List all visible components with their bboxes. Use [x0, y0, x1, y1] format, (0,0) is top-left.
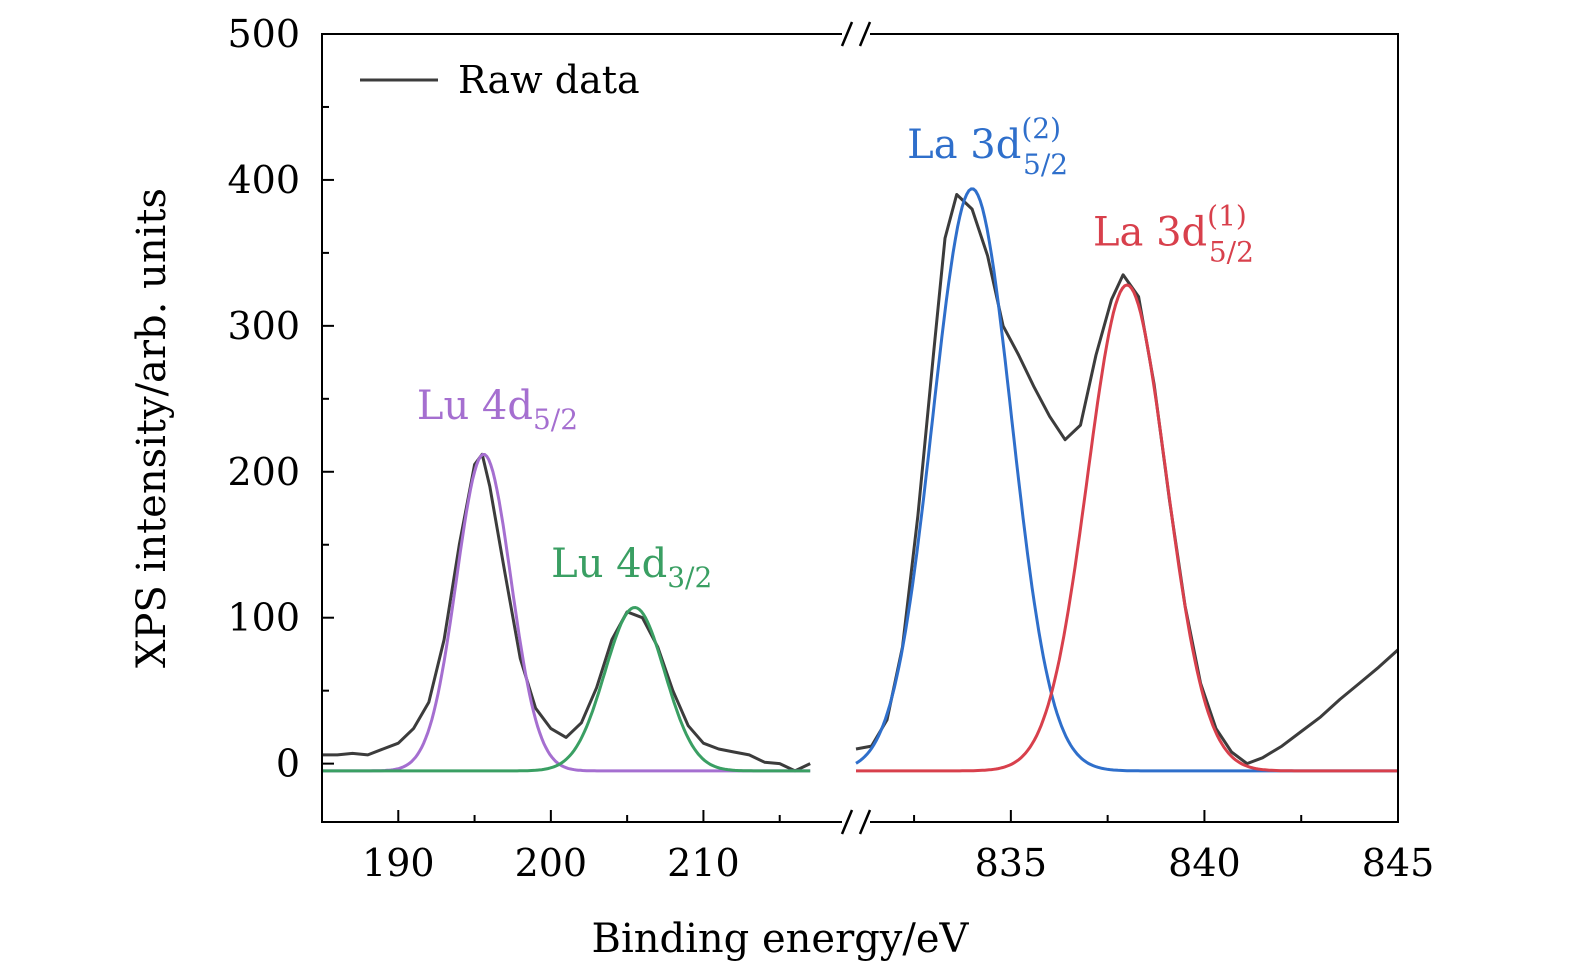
- y-tick-label: 0: [276, 742, 300, 786]
- y-tick-label: 400: [227, 158, 300, 202]
- peak-label-2: Lu 4d3/2: [551, 541, 712, 594]
- fit-curve-la-3d5-2-1: [856, 283, 1398, 773]
- peak-label-3: La 3d(2) 5/2: [907, 112, 1068, 181]
- peak-label-1: Lu 4d5/2: [417, 383, 578, 436]
- y-tick-label: 100: [227, 596, 300, 640]
- peak-label-4: La 3d(1) 5/2: [1093, 200, 1254, 269]
- axis-break-mark: [858, 21, 872, 47]
- x-tick-label: 835: [975, 841, 1048, 885]
- y-tick-label: 200: [227, 450, 300, 494]
- x-axis-title: Binding energy/eV: [592, 916, 970, 962]
- fit-curve-lu-4d3-2: [322, 605, 811, 773]
- axes: 0 100 200 300 400 500 190 200 210 835 840 845: [227, 12, 1434, 885]
- labels: Lu 4d5/2 Lu 4d3/2 La 3d(2) 5/2 La 3d(1) 5/2: [417, 112, 1254, 594]
- axis-break-mark: [840, 21, 854, 47]
- axis-break-mark: [840, 809, 854, 835]
- x-tick-label: 210: [667, 841, 740, 885]
- y-tick-label: 500: [227, 12, 300, 56]
- series-line-raw-data-segment-1: [322, 452, 811, 773]
- plot-lines: [322, 187, 1400, 773]
- x-tick-label: 190: [362, 841, 435, 885]
- series-line-raw-data-segment-2: [855, 193, 1400, 766]
- legend-label-raw-data: Raw data: [458, 58, 640, 102]
- x-tick-label: 845: [1362, 841, 1435, 885]
- y-axis-title: XPS intensity/arb. units: [129, 188, 175, 668]
- fit-curve-la-3d5-2-2: [855, 187, 1398, 773]
- legend: Raw data: [360, 58, 640, 102]
- y-tick-label: 300: [227, 304, 300, 348]
- x-tick-label: 200: [515, 841, 588, 885]
- axis-break-mark: [858, 809, 872, 835]
- x-tick-label: 840: [1168, 841, 1241, 885]
- fit-curve-lu-4d5-2: [322, 453, 811, 773]
